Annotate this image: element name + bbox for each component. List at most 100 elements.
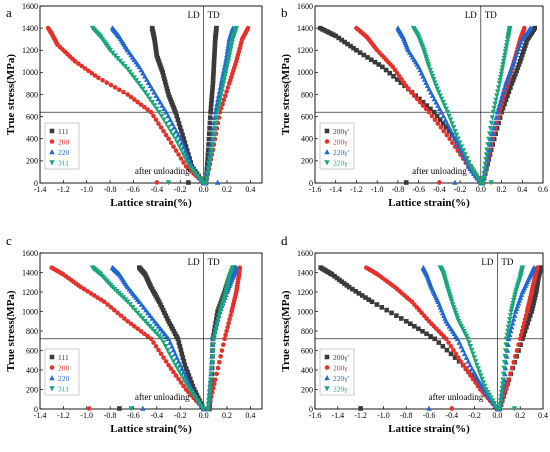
data-point bbox=[171, 144, 176, 149]
data-point bbox=[489, 115, 496, 121]
data-point bbox=[494, 89, 501, 95]
data-point bbox=[440, 113, 447, 119]
data-point bbox=[182, 156, 189, 162]
data-point bbox=[514, 48, 521, 55]
data-point bbox=[144, 93, 151, 99]
data-point bbox=[339, 279, 345, 284]
data-point bbox=[210, 74, 216, 80]
data-point bbox=[132, 323, 137, 329]
data-point bbox=[226, 55, 232, 62]
data-point bbox=[227, 49, 233, 55]
data-point bbox=[524, 40, 529, 45]
data-point bbox=[484, 147, 490, 153]
data-point bbox=[158, 65, 164, 70]
data-point bbox=[380, 64, 385, 70]
x-tick-label: -1.4 bbox=[329, 185, 342, 194]
data-point bbox=[505, 324, 512, 330]
data-point bbox=[196, 401, 203, 407]
data-point bbox=[423, 79, 429, 85]
unload-point bbox=[452, 179, 458, 185]
data-point bbox=[189, 380, 194, 385]
panel-letter: a bbox=[6, 5, 12, 20]
y-tick-label: 0 bbox=[34, 405, 38, 414]
x-tick-label: -1.4 bbox=[331, 411, 344, 420]
data-point bbox=[223, 332, 228, 338]
data-point bbox=[394, 313, 399, 318]
data-point bbox=[112, 53, 118, 59]
y-axis-title: True stress(MPa) bbox=[5, 290, 17, 371]
unload-point bbox=[403, 180, 409, 185]
data-point bbox=[489, 130, 496, 136]
data-point bbox=[171, 124, 177, 130]
data-point bbox=[211, 59, 217, 64]
data-point bbox=[503, 385, 509, 391]
y-tick-label: 1600 bbox=[297, 249, 313, 258]
data-point bbox=[414, 96, 420, 102]
data-point bbox=[198, 403, 205, 410]
data-point bbox=[216, 359, 222, 365]
data-point bbox=[441, 128, 447, 134]
data-point bbox=[379, 305, 385, 310]
data-point bbox=[108, 82, 114, 88]
data-point bbox=[49, 265, 54, 270]
data-point bbox=[125, 92, 130, 97]
data-point bbox=[163, 313, 169, 318]
data-point bbox=[215, 92, 222, 99]
x-tick-label: -1.2 bbox=[57, 411, 70, 420]
data-point bbox=[178, 148, 185, 154]
region-label-ld: LD bbox=[465, 10, 477, 20]
data-point bbox=[517, 294, 524, 300]
data-point bbox=[176, 121, 182, 126]
data-point bbox=[498, 71, 504, 77]
data-point bbox=[479, 383, 485, 389]
data-point bbox=[205, 406, 211, 412]
legend-marker bbox=[324, 354, 330, 360]
data-point bbox=[166, 351, 173, 357]
data-point bbox=[108, 305, 114, 310]
y-tick-label: 800 bbox=[301, 327, 313, 336]
y-tick-label: 800 bbox=[301, 90, 313, 99]
data-point bbox=[505, 328, 511, 334]
data-point bbox=[502, 101, 507, 107]
data-point bbox=[505, 74, 511, 80]
data-point bbox=[100, 77, 105, 83]
data-point bbox=[446, 128, 452, 134]
data-point bbox=[172, 350, 178, 357]
data-point bbox=[205, 402, 212, 408]
data-point bbox=[487, 131, 493, 137]
data-point bbox=[389, 310, 394, 316]
data-point bbox=[181, 359, 187, 364]
data-point bbox=[109, 50, 116, 56]
data-point bbox=[131, 75, 137, 81]
y-axis-title: True stress(MPa) bbox=[280, 54, 292, 135]
data-point bbox=[176, 369, 183, 375]
data-point bbox=[411, 93, 417, 98]
data-point bbox=[420, 99, 426, 105]
data-point bbox=[209, 147, 215, 153]
data-point bbox=[497, 77, 503, 84]
y-tick-label: 1400 bbox=[297, 24, 313, 33]
legend-marker bbox=[49, 386, 55, 392]
x-axis-title: Lattice strain(%) bbox=[388, 197, 470, 209]
x-tick-label: -0.8 bbox=[400, 411, 413, 420]
data-point bbox=[359, 293, 365, 298]
data-point bbox=[168, 140, 174, 146]
data-point bbox=[517, 42, 523, 48]
data-point bbox=[152, 39, 158, 44]
data-point bbox=[213, 317, 219, 322]
data-point bbox=[183, 144, 189, 149]
data-point bbox=[203, 180, 209, 186]
x-tick-label: 0.2 bbox=[222, 411, 232, 420]
legend-marker bbox=[324, 160, 330, 166]
series-1 bbox=[364, 265, 540, 412]
data-point bbox=[455, 136, 461, 142]
data-point bbox=[138, 67, 144, 73]
legend-marker bbox=[49, 149, 55, 155]
data-point bbox=[128, 321, 134, 327]
data-point bbox=[174, 354, 180, 360]
data-point bbox=[502, 80, 509, 86]
data-point bbox=[408, 89, 414, 95]
data-point bbox=[513, 305, 520, 312]
data-point bbox=[214, 320, 221, 327]
